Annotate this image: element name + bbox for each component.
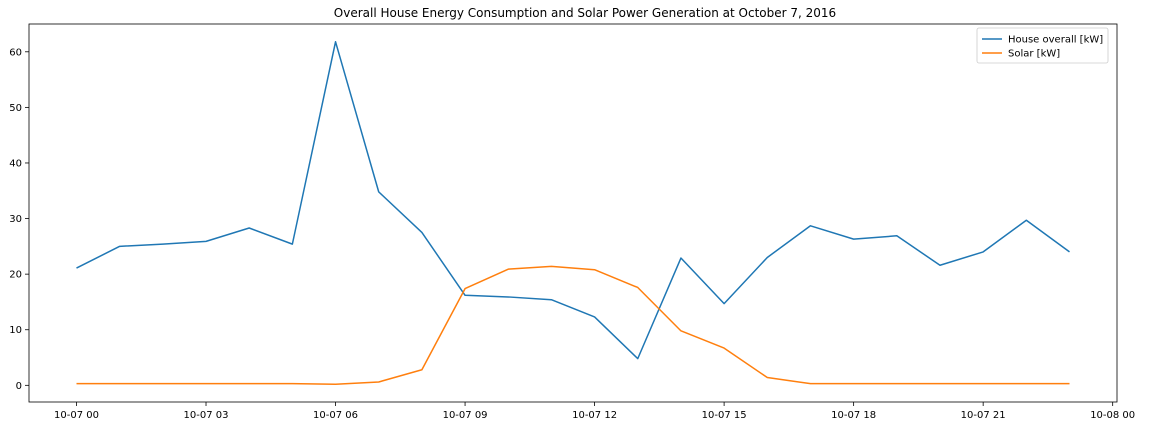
x-tick-label: 10-07 06 [313,410,358,421]
y-tick-label: 40 [9,158,22,169]
x-tick-label: 10-07 03 [184,410,229,421]
series-layer [76,41,1070,385]
y-axis: 0 10 20 30 40 50 60 [9,47,29,392]
y-tick-label: 30 [9,214,22,225]
x-tick-label: 10-08 00 [1090,410,1135,421]
y-tick-label: 20 [9,270,22,281]
y-tick-label: 60 [9,47,22,58]
legend: House overall [kW] Solar [kW] [976,27,1109,64]
y-tick-label: 0 [16,381,22,392]
legend-label: Solar [kW] [1008,49,1060,60]
legend-label: House overall [kW] [1008,35,1103,46]
x-tick-label: 10-07 00 [54,410,99,421]
plot-area-frame [28,23,1118,403]
x-axis: 10-07 00 10-07 03 10-07 06 10-07 09 10-07 12… [54,402,1135,421]
x-tick-label: 10-07 18 [831,410,876,421]
y-tick-label: 10 [9,325,22,336]
series-line-solar [76,265,1070,385]
legend-box [976,27,1109,64]
chart-title: Overall House Energy Consumption and Sol… [334,6,836,20]
x-tick-label: 10-07 12 [572,410,617,421]
y-tick-label: 50 [9,103,22,114]
series-line-house-overall [76,41,1070,360]
x-tick-label: 10-07 15 [702,410,747,421]
x-tick-label: 10-07 09 [443,410,488,421]
x-tick-label: 10-07 21 [961,410,1006,421]
